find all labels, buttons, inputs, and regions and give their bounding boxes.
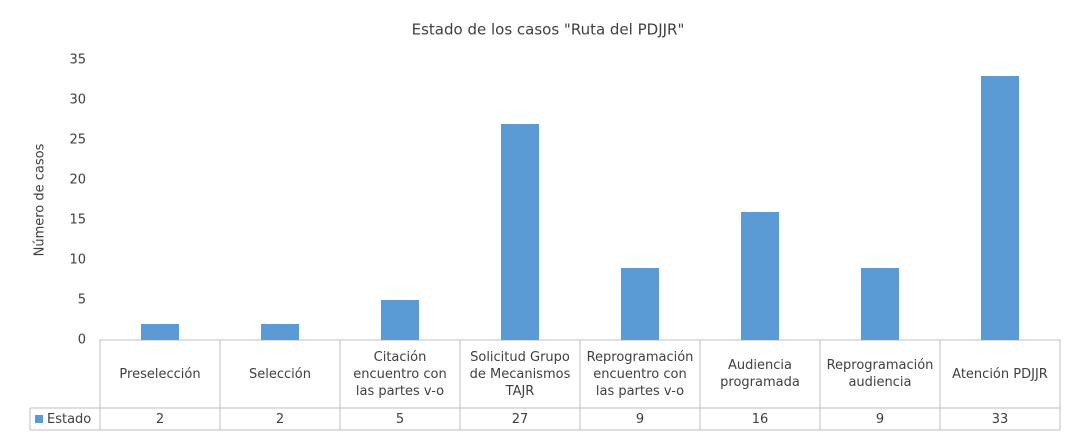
x-tick-label: Solicitud Grupo de Mecanismos TAJR — [469, 349, 571, 399]
x-tick-label: Selección — [249, 366, 311, 382]
y-tick-label: 25 — [69, 133, 86, 148]
x-tick-label: Reprogramación encuentro con las partes … — [586, 349, 694, 399]
x-tick-label: Citación encuentro con las partes v-o — [353, 349, 447, 399]
bar — [621, 268, 659, 340]
y-tick-label: 35 — [69, 53, 86, 68]
bar — [981, 76, 1019, 340]
y-tick-label: 30 — [69, 93, 86, 108]
x-tick-label: Preselección — [119, 366, 201, 382]
chart-title: Estado de los casos "Ruta del PDJJR" — [412, 21, 685, 39]
bar — [141, 324, 179, 340]
y-tick-label: 0 — [78, 333, 86, 348]
bar — [861, 268, 899, 340]
x-tick-label: Atención PDJJR — [952, 366, 1048, 382]
x-tick-label: Audiencia programada — [720, 358, 800, 390]
data-table-value: 2 — [275, 411, 285, 427]
x-tick-label: Reprogramación audiencia — [826, 358, 934, 390]
data-table-value: 5 — [395, 411, 405, 427]
y-axis-label: Número de casos — [33, 143, 48, 256]
data-table-value: 33 — [991, 411, 1009, 427]
y-tick-label: 5 — [78, 293, 86, 308]
data-table-value: 9 — [875, 411, 885, 427]
data-table-value: 9 — [635, 411, 645, 427]
legend-key — [35, 415, 43, 423]
bar — [741, 212, 779, 340]
data-table-value: 2 — [155, 411, 165, 427]
y-tick-label: 15 — [69, 213, 86, 228]
bar — [501, 124, 539, 340]
bar — [381, 300, 419, 340]
y-tick-label: 10 — [69, 253, 86, 268]
data-table-value: 27 — [511, 411, 529, 427]
data-table-value: 16 — [751, 411, 769, 427]
legend-label: Estado — [47, 411, 92, 427]
bar — [261, 324, 299, 340]
y-tick-label: 20 — [69, 173, 86, 188]
